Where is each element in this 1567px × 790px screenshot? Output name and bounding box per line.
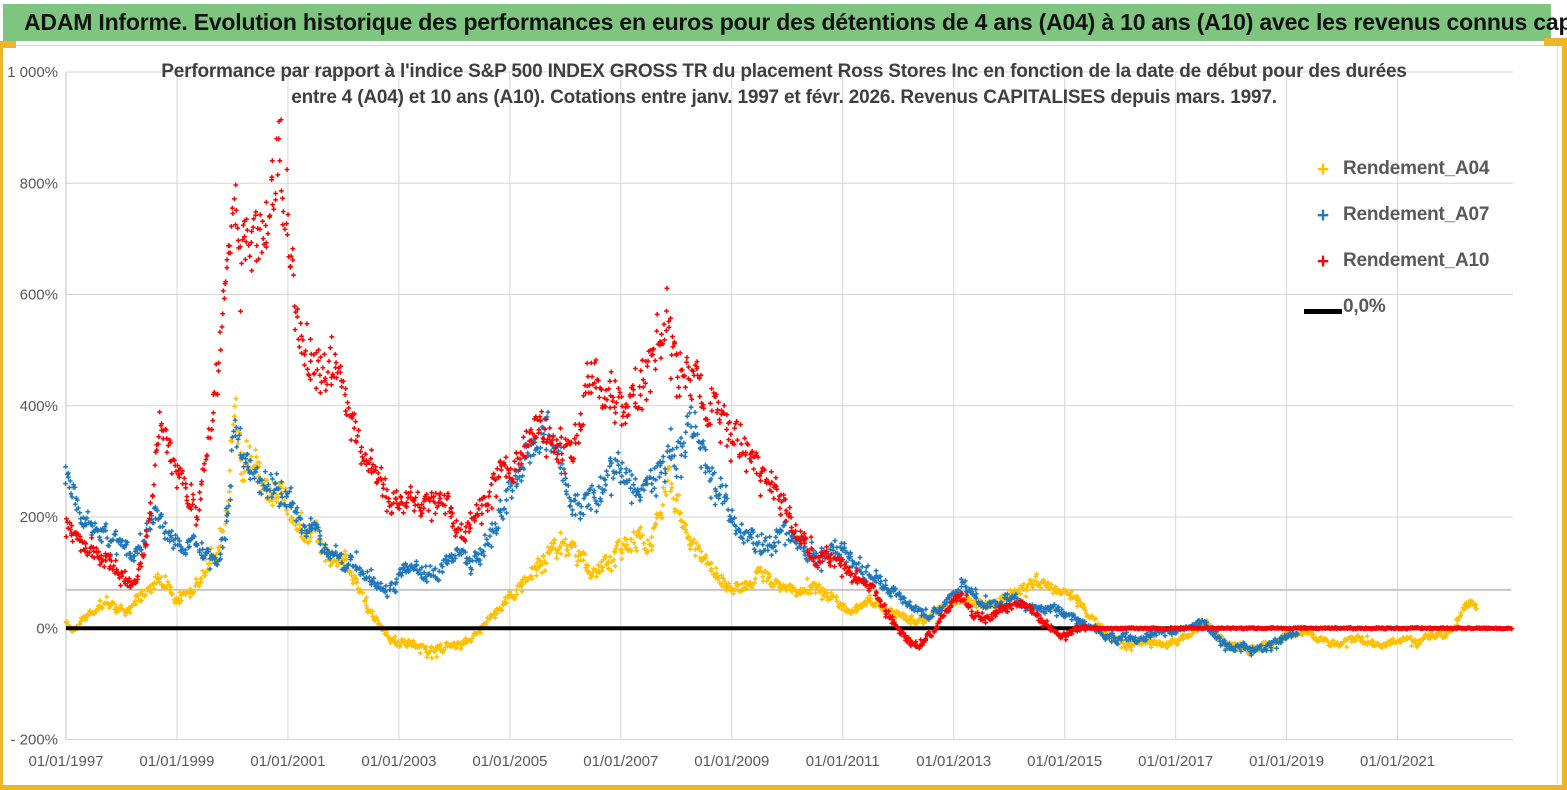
x-tick-label: 01/01/2021 [1360, 753, 1435, 770]
line-marker-icon [1303, 297, 1343, 318]
x-tick-label: 01/01/2017 [1138, 753, 1213, 770]
chart-area-border [1557, 46, 1558, 785]
legend-item-rendement-a10: + Rendement_A10 [1303, 238, 1513, 284]
gold-frame-right [1562, 40, 1567, 790]
legend-item-zero-line: 0,0% [1303, 284, 1513, 330]
legend-label: Rendement_A07 [1343, 204, 1490, 225]
y-tick-label: 1 000% [7, 64, 58, 81]
y-tick-label: 800% [20, 175, 58, 192]
gold-frame-bottom [0, 785, 1567, 790]
gold-frame-stub-left [0, 41, 16, 48]
x-tick-label: 01/01/2015 [1027, 753, 1102, 770]
plus-marker-icon: + [1316, 249, 1330, 273]
series-rendement_a10 [63, 117, 1515, 651]
chart-title: Performance par rapport à l'indice S&P 5… [104, 59, 1464, 111]
y-tick-label: 0% [36, 620, 58, 637]
series-rendement_a07 [63, 404, 1300, 658]
x-tick-label: 01/01/2019 [1249, 753, 1324, 770]
gold-frame-stub-right [1544, 38, 1567, 46]
legend-label: 0,0% [1343, 296, 1386, 317]
y-tick-label: - 200% [10, 732, 58, 749]
plus-marker-icon: + [1316, 203, 1330, 227]
plus-marker-icon: + [1316, 157, 1330, 181]
x-tick-label: 01/01/2009 [694, 753, 769, 770]
y-tick-label: 400% [20, 398, 58, 415]
x-tick-label: 01/01/2001 [250, 753, 325, 770]
y-tick-label: 600% [20, 287, 58, 304]
x-tick-label: 01/01/1997 [28, 753, 103, 770]
legend-label: Rendement_A10 [1343, 250, 1490, 271]
x-tick-label: 01/01/1999 [139, 753, 214, 770]
x-tick-label: 01/01/2005 [472, 753, 547, 770]
series-rendement_a04 [63, 396, 1479, 661]
x-tick-label: 01/01/2007 [583, 753, 658, 770]
chart-legend: + Rendement_A04 + Rendement_A07 + Rendem… [1303, 146, 1513, 330]
gold-frame-left [0, 42, 3, 790]
header-separator [0, 45, 1567, 46]
x-tick-label: 01/01/2003 [361, 753, 436, 770]
legend-label: Rendement_A04 [1343, 158, 1490, 179]
report-header: ADAM Informe. Evolution historique des p… [3, 4, 1567, 41]
y-tick-label: 200% [20, 509, 58, 526]
chart-title-line1: Performance par rapport à l'indice S&P 5… [161, 61, 1407, 82]
legend-item-rendement-a07: + Rendement_A07 [1303, 192, 1513, 238]
x-tick-label: 01/01/2013 [916, 753, 991, 770]
legend-item-rendement-a04: + Rendement_A04 [1303, 146, 1513, 192]
report-title: ADAM Informe. Evolution historique des p… [24, 9, 1567, 35]
chart-title-line2: entre 4 (A04) et 10 ans (A10). Cotations… [291, 87, 1277, 108]
x-tick-label: 01/01/2011 [806, 753, 880, 770]
